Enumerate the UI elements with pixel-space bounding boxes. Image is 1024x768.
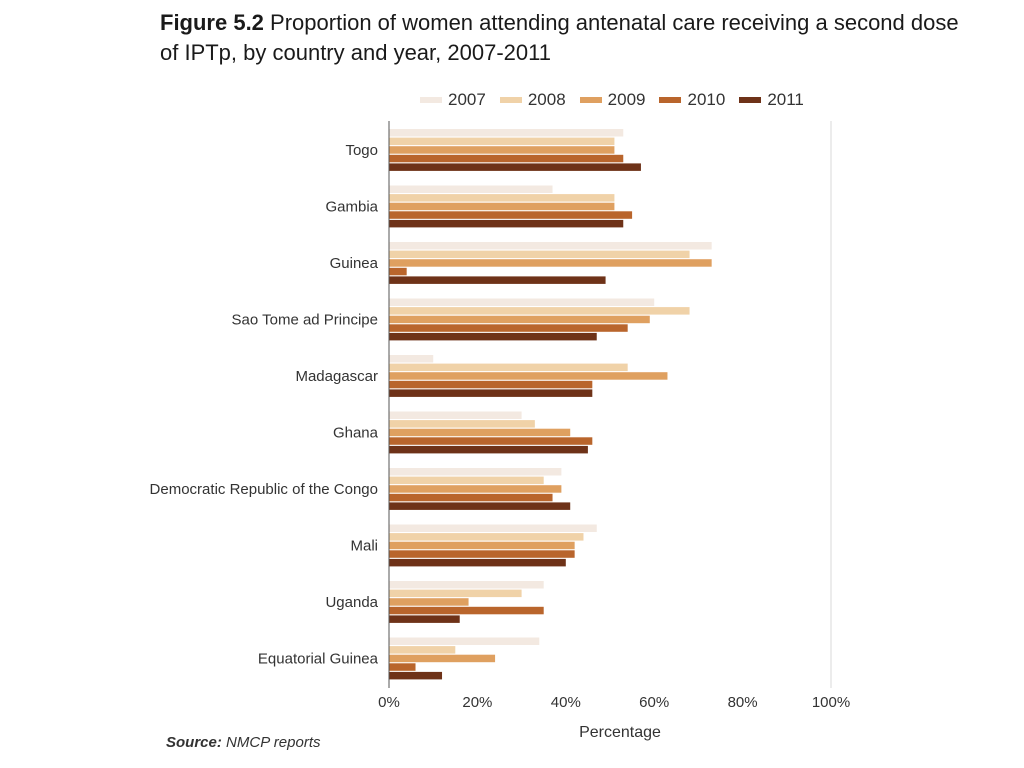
category-label: Gambia	[325, 199, 378, 216]
bar-2010-6	[389, 493, 553, 502]
bar-2007-4	[389, 355, 434, 363]
legend-swatch	[420, 97, 442, 103]
source-note: Source: NMCP reports	[166, 734, 321, 751]
bar-2007-1	[389, 185, 553, 193]
bar-2010-7	[389, 550, 575, 558]
category-label: Mali	[350, 538, 378, 555]
x-tick-label: 60%	[639, 694, 669, 711]
bar-2011-4	[389, 389, 593, 397]
legend-label: 2008	[527, 90, 566, 109]
bar-2008-2	[389, 250, 690, 259]
bar-2007-8	[389, 581, 544, 589]
bar-2010-2	[389, 267, 407, 276]
bar-2010-8	[389, 606, 544, 615]
category-label: Madagascar	[295, 368, 378, 385]
bar-2007-3	[389, 298, 655, 306]
x-tick-label: 0%	[378, 694, 400, 711]
figure-title-text: Proportion of women attending antenatal …	[160, 10, 959, 65]
category-label: Uganda	[325, 594, 378, 611]
x-tick-label: 20%	[462, 694, 492, 711]
bar-2009-1	[389, 202, 615, 211]
bar-2010-9	[389, 663, 416, 671]
bar-2011-1	[389, 219, 624, 228]
chart-title: Figure 5.2 Proportion of women attending…	[160, 8, 980, 68]
bar-2011-7	[389, 558, 566, 567]
bar-2011-0	[389, 163, 641, 171]
bar-2011-9	[389, 671, 443, 680]
legend-item: 2009	[579, 90, 646, 110]
bar-2011-5	[389, 445, 588, 454]
bar-2007-7	[389, 524, 597, 532]
bar-2007-5	[389, 411, 522, 419]
figure-label: Figure 5.2	[160, 10, 264, 35]
bar-2008-8	[389, 589, 522, 598]
legend-swatch	[499, 97, 522, 103]
x-tick-label: 80%	[728, 694, 758, 711]
bar-2009-9	[389, 654, 496, 663]
bar-2009-3	[389, 315, 650, 324]
legend-item: 2011	[739, 90, 804, 110]
bar-2011-6	[389, 502, 571, 510]
bar-2011-8	[389, 615, 460, 623]
bar-2007-6	[389, 468, 562, 476]
legend-item: 2008	[499, 90, 566, 110]
bar-2007-0	[389, 129, 624, 137]
bar-2010-3	[389, 324, 628, 332]
category-label: Ghana	[333, 425, 379, 442]
bar-2009-2	[389, 259, 712, 267]
legend-item: 2010	[659, 90, 725, 110]
legend-item: 2007	[420, 90, 486, 110]
bar-2008-4	[389, 363, 628, 372]
bar-2010-4	[389, 380, 593, 389]
legend-label: 2009	[607, 90, 646, 109]
bar-2008-3	[389, 307, 690, 315]
bar-2010-1	[389, 211, 633, 219]
bar-2008-5	[389, 420, 535, 428]
x-tick-label: 40%	[551, 694, 581, 711]
legend-label: 2011	[767, 90, 804, 109]
category-label: Togo	[345, 142, 378, 159]
x-tick-label: 100%	[812, 694, 850, 711]
legend-label: 2010	[687, 90, 726, 109]
bar-2010-5	[389, 437, 593, 445]
bar-2009-7	[389, 541, 575, 550]
bar-2011-3	[389, 332, 597, 341]
bar-2007-2	[389, 242, 712, 250]
chart-legend: 2007 2008 2009 2010 2011	[420, 88, 818, 112]
category-label: Sao Tome ad Principe	[232, 312, 378, 329]
category-label: Democratic Republic of the Congo	[150, 481, 378, 498]
bar-2009-5	[389, 428, 571, 437]
source-label: Source:	[166, 734, 222, 751]
legend-swatch	[739, 97, 762, 103]
bar-2008-1	[389, 194, 615, 202]
source-text: NMCP reports	[226, 734, 321, 751]
bar-2011-2	[389, 276, 606, 284]
bar-2009-4	[389, 372, 668, 380]
legend-label: 2007	[448, 90, 486, 109]
bar-2007-9	[389, 637, 540, 645]
bar-2009-6	[389, 485, 562, 493]
bar-2008-0	[389, 137, 615, 146]
bar-2009-8	[389, 598, 469, 606]
bar-2009-0	[389, 146, 615, 154]
bar-2008-9	[389, 646, 456, 654]
category-label: Equatorial Guinea	[258, 651, 379, 668]
bar-2008-7	[389, 533, 584, 541]
category-label: Guinea	[330, 255, 379, 272]
x-axis-title: Percentage	[579, 724, 661, 741]
bar-2010-0	[389, 154, 624, 163]
legend-swatch	[579, 97, 602, 103]
legend-swatch	[659, 97, 682, 103]
bar-2008-6	[389, 476, 544, 485]
